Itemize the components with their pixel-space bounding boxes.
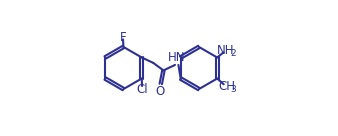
Text: NH: NH <box>217 44 235 57</box>
Text: HN: HN <box>168 51 186 64</box>
Text: O: O <box>155 85 165 98</box>
Text: F: F <box>119 31 126 44</box>
Text: 3: 3 <box>230 85 236 94</box>
Text: Cl: Cl <box>137 83 148 96</box>
Text: 2: 2 <box>230 49 236 58</box>
Text: CH: CH <box>218 80 235 93</box>
